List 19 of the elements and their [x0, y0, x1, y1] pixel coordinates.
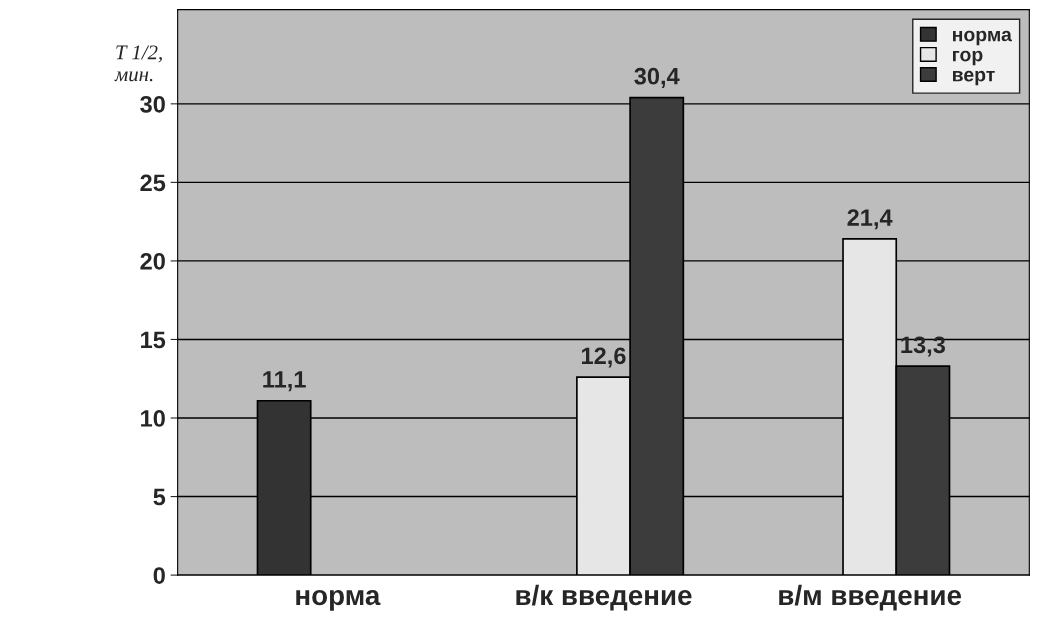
- y-tick-label: 0: [153, 567, 165, 584]
- legend-label: норма: [953, 30, 1012, 46]
- y-axis-title: T 1/2, мин.: [114, 45, 162, 82]
- y-tick-label: 30: [140, 95, 165, 113]
- x-tick-label: в/м введение: [779, 584, 962, 611]
- y-tick-label: 5: [153, 488, 166, 506]
- data-label: 11,1: [263, 371, 306, 392]
- y-tick-label: 10: [141, 410, 165, 427]
- data-label: 30,4: [634, 67, 680, 88]
- x-tick-label: норма: [296, 589, 381, 611]
- x-tick-label: в/к введение: [516, 584, 692, 611]
- legend-label: гор: [953, 50, 983, 66]
- data-label: 12,6: [582, 347, 626, 368]
- legend-label: верт: [953, 70, 995, 86]
- y-tick-label: 25: [140, 174, 166, 192]
- y-tick-label: 15: [141, 331, 166, 349]
- y-tick-label: 20: [140, 252, 165, 270]
- data-label: 13,3: [901, 336, 945, 357]
- data-label: 21,4: [847, 209, 893, 230]
